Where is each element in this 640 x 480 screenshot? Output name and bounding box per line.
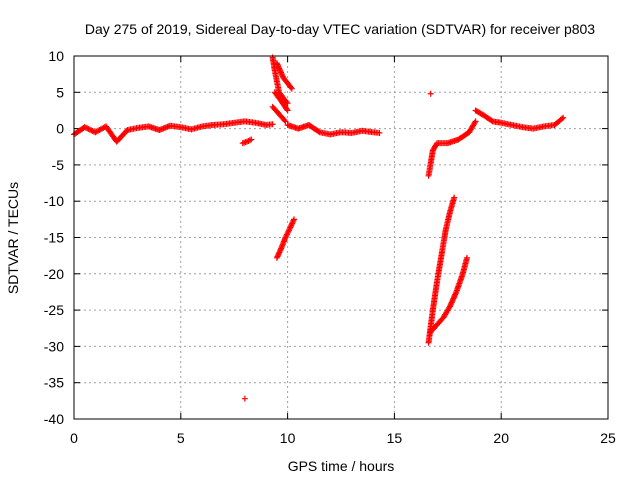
x-tick-label: 25 [600, 430, 616, 446]
data-point [88, 127, 95, 134]
data-point [283, 106, 290, 113]
data-point [287, 84, 294, 91]
data-point [287, 223, 294, 230]
data-point [288, 221, 295, 228]
y-tick-label: -30 [44, 338, 64, 354]
data-point [284, 107, 291, 114]
y-tick-label: 10 [48, 48, 64, 64]
y-tick-label: -35 [44, 375, 64, 391]
y-tick-label: -10 [44, 193, 64, 209]
data-points [71, 54, 567, 402]
x-tick-label: 10 [280, 430, 296, 446]
data-point [84, 125, 91, 132]
data-point [81, 124, 88, 131]
x-tick-label: 0 [70, 430, 78, 446]
data-point [276, 248, 283, 255]
data-point [281, 117, 288, 124]
y-tick-label: 5 [56, 84, 64, 100]
data-point [289, 220, 296, 227]
y-tick-label: -40 [44, 411, 64, 427]
data-point [286, 225, 293, 232]
x-tick-label: 15 [387, 430, 403, 446]
data-point [488, 117, 495, 124]
data-point [451, 194, 458, 201]
x-tick-label: 20 [493, 430, 509, 446]
data-point [315, 128, 322, 135]
data-point [287, 224, 294, 231]
x-axis-label: GPS time / hours [288, 458, 395, 474]
x-tick-label: 5 [177, 430, 185, 446]
data-point [288, 85, 295, 92]
data-point [472, 118, 479, 125]
data-point [275, 252, 282, 259]
data-point [275, 250, 282, 257]
data-point [276, 249, 283, 256]
plot-frame [73, 55, 609, 420]
y-tick-label: -5 [52, 157, 65, 173]
data-point [558, 115, 565, 122]
y-axis-label: SDTVAR / TECUs [5, 182, 21, 294]
data-point [290, 217, 297, 224]
data-point [274, 253, 281, 260]
chart-title: Day 275 of 2019, Sidereal Day-to-day VTE… [85, 21, 595, 37]
y-tick-label: -15 [44, 230, 64, 246]
data-point [560, 114, 567, 121]
y-tick-label: 0 [56, 121, 64, 137]
data-point [464, 254, 471, 261]
data-point [83, 124, 90, 131]
data-point [241, 395, 248, 402]
data-point [446, 304, 453, 311]
data-point [291, 216, 298, 223]
data-point [277, 246, 284, 253]
y-tick-label: -25 [44, 302, 64, 318]
data-point [269, 121, 276, 128]
data-point [273, 254, 280, 261]
data-point [427, 90, 434, 97]
data-point [87, 126, 94, 133]
data-point [85, 126, 92, 133]
data-point [282, 118, 289, 125]
axis-ticks: 0 5 10 15 20 25 -40 -35 -30 -25 -20 -15 -10 -5 0 5 10 [44, 48, 616, 446]
data-point [248, 136, 255, 143]
data-point [289, 219, 296, 226]
data-point [471, 119, 478, 126]
data-point [376, 129, 383, 136]
y-tick-label: -20 [44, 266, 64, 282]
